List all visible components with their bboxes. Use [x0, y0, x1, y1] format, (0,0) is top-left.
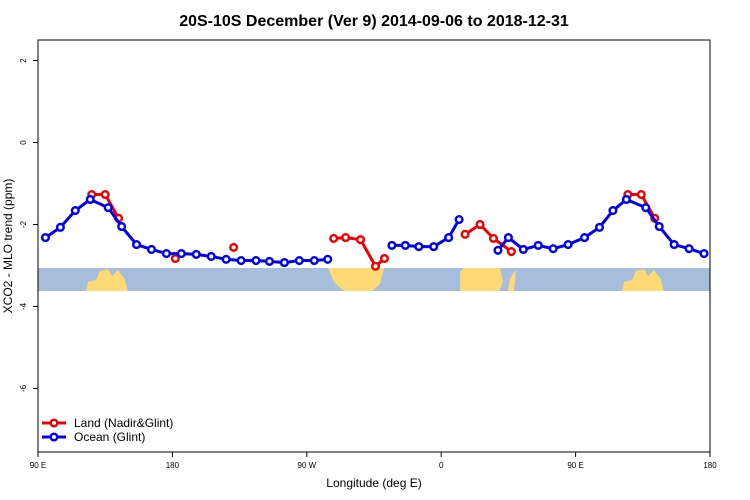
- point: [40, 233, 51, 243]
- point: [55, 222, 65, 232]
- point: [608, 205, 618, 216]
- point: [379, 253, 390, 264]
- point: [341, 233, 351, 243]
- point: [309, 256, 319, 266]
- y-tick-label: -2: [19, 220, 28, 228]
- point: [636, 190, 646, 200]
- point: [264, 256, 275, 266]
- point: [506, 246, 516, 257]
- point: [294, 256, 304, 266]
- point: [161, 249, 171, 259]
- point: [323, 254, 333, 264]
- point: [460, 229, 470, 239]
- x-tick-label: 90 E: [567, 461, 583, 470]
- point: [414, 242, 424, 252]
- point: [533, 240, 543, 250]
- point: [370, 261, 381, 271]
- point: [654, 221, 664, 232]
- point: [251, 256, 261, 266]
- point: [387, 240, 397, 250]
- x-axis-label: Longitude (deg E): [326, 476, 421, 490]
- point: [699, 249, 709, 259]
- point: [475, 219, 485, 230]
- point: [621, 194, 631, 205]
- point: [229, 242, 239, 252]
- point: [176, 249, 186, 259]
- x-tick-label: 180: [703, 461, 717, 470]
- point: [429, 242, 439, 252]
- point: [454, 215, 464, 225]
- legend-label: Ocean (Glint): [74, 430, 145, 444]
- series-line: [44, 197, 705, 265]
- point: [103, 203, 113, 213]
- point: [329, 233, 339, 243]
- point: [444, 233, 454, 243]
- point: [400, 240, 410, 250]
- point: [563, 240, 573, 250]
- point: [669, 240, 679, 250]
- legend-label: Land (Nadir&Glint): [74, 416, 173, 430]
- point: [221, 254, 231, 264]
- y-axis-label: XCO2 - MLO trend (ppm): [1, 179, 15, 314]
- point: [518, 244, 528, 255]
- legend-marker: [49, 432, 59, 442]
- point: [580, 233, 590, 243]
- y-tick-label: 0: [19, 140, 28, 145]
- point: [206, 251, 216, 262]
- point: [356, 235, 366, 245]
- point: [85, 194, 95, 205]
- point: [170, 253, 180, 264]
- point: [488, 233, 499, 243]
- point: [594, 222, 605, 232]
- point: [641, 203, 651, 213]
- point: [146, 244, 157, 255]
- point: [132, 240, 142, 250]
- x-tick-label: 180: [166, 461, 180, 470]
- point: [279, 258, 289, 268]
- point: [503, 233, 513, 243]
- point: [117, 221, 127, 232]
- plot-frame: [37, 39, 711, 453]
- land-mask: [38, 268, 710, 291]
- x-tick-label: 0: [439, 461, 444, 470]
- y-tick-label: -4: [19, 302, 28, 310]
- point: [100, 190, 110, 200]
- point: [191, 249, 201, 259]
- y-tick-label: 2: [19, 58, 28, 63]
- point: [70, 205, 80, 216]
- point: [684, 244, 694, 254]
- point: [548, 244, 558, 254]
- y-tick-label: -6: [19, 384, 28, 392]
- x-tick-label: 90 W: [297, 461, 316, 470]
- point: [493, 245, 503, 255]
- x-tick-label: 90 E: [30, 461, 46, 470]
- point: [236, 256, 246, 266]
- legend-marker: [49, 418, 59, 428]
- chart-title: 20S-10S December (Ver 9) 2014-09-06 to 2…: [179, 13, 569, 30]
